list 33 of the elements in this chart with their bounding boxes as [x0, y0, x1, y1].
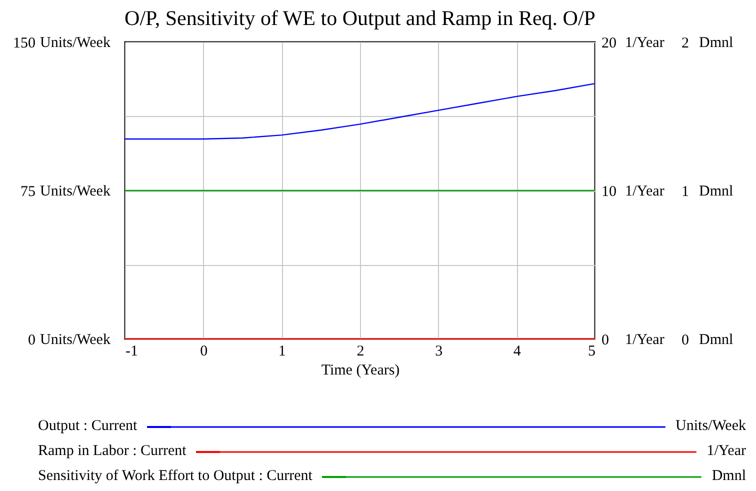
y3-tick-label: 0	[682, 332, 689, 348]
x-tick-label: 1	[278, 344, 286, 360]
legend-label: Sensitivity of Work Effort to Output : Current	[38, 468, 312, 485]
text: Units/Week	[40, 184, 110, 200]
text: 1/Year	[706, 443, 746, 459]
text: Dmnl	[699, 35, 734, 51]
text: 1/Year	[625, 184, 664, 200]
y2-tick-label: 10	[602, 184, 616, 200]
y2-tick-label: 20	[602, 36, 616, 52]
text: Units/Week	[40, 35, 110, 51]
y2-tick-label: 0	[602, 332, 609, 348]
legend-label: Output : Current	[38, 418, 138, 435]
text: 1/Year	[625, 35, 664, 51]
y-tick-label: 75	[20, 184, 36, 200]
chart-title: O/P, Sensitivity of WE to Output and Ramp in Req. O/P	[124, 6, 596, 30]
x-tick-label: 4	[513, 344, 522, 360]
y3-tick-label: 1	[682, 184, 689, 200]
y-tick-label: 150	[13, 36, 36, 52]
x-axis-title: Time (Years)	[321, 362, 400, 378]
y3-axis-title: Dmnl	[699, 332, 734, 348]
x-tick-label: -1	[126, 344, 138, 360]
x-tick-label: 3	[435, 344, 443, 360]
y3-tick-label: 2	[682, 36, 689, 52]
x-tick-label: 2	[356, 344, 364, 360]
y-tick-label: 0	[28, 332, 36, 348]
y2-axis-title: 1/Year	[625, 332, 664, 348]
text: Dmnl	[712, 468, 746, 484]
y-axis-title: Units/Week	[40, 332, 111, 348]
x-tick-label: 0	[200, 344, 208, 360]
text: Dmnl	[699, 184, 734, 200]
legend-label: Ramp in Labor : Current	[38, 443, 186, 460]
text: Units/Week	[676, 418, 746, 434]
x-tick-label: 5	[588, 344, 596, 360]
